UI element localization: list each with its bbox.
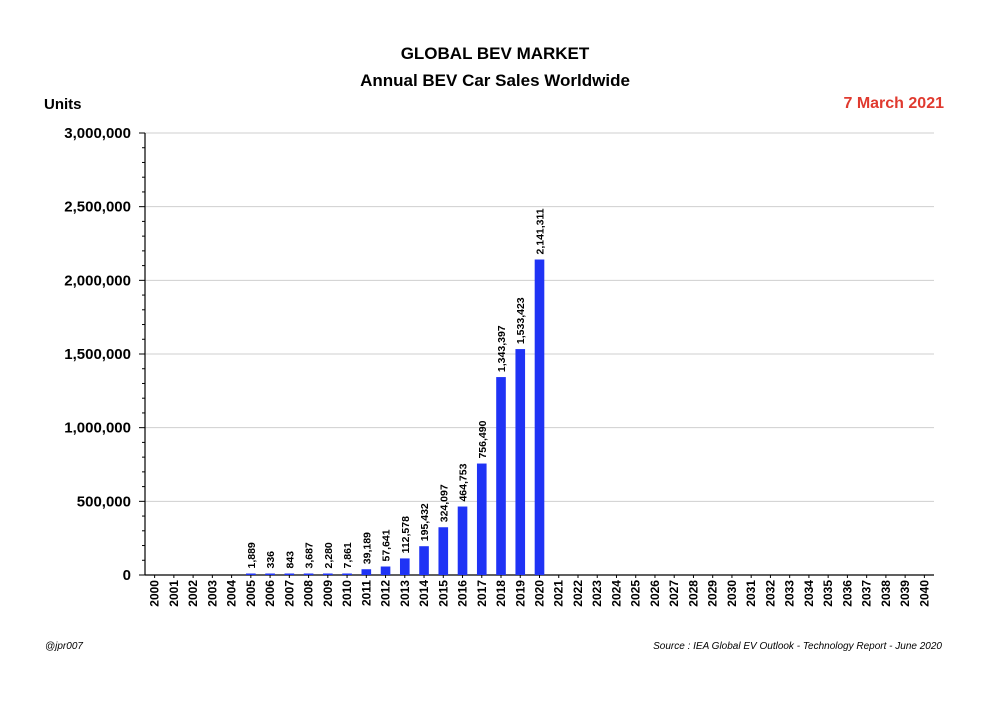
report-date: 7 March 2021 [843,95,944,112]
bar [476,463,487,575]
x-tick-label: 2021 [552,580,566,607]
data-label: 57,641 [381,529,393,561]
bar [303,573,314,575]
x-tick-label: 2002 [186,580,200,607]
x-tick-label: 2035 [821,580,835,607]
x-tick-label: 2027 [667,580,681,607]
data-label: 324,097 [438,484,450,522]
bar [246,573,256,575]
data-label: 1,343,397 [496,325,508,372]
x-tick-label: 2008 [302,580,316,607]
source-note: Source : IEA Global EV Outlook - Technol… [653,641,942,652]
x-tick-label: 2012 [379,580,393,607]
bar [496,377,506,575]
x-tick-label: 2033 [783,580,797,607]
x-tick-label: 2037 [860,580,874,607]
x-tick-label: 2026 [648,580,662,607]
data-label: 843 [284,551,296,569]
x-tick-label: 2011 [359,580,373,606]
bar [515,349,526,575]
x-tick-label: 2018 [494,580,508,607]
bar [265,573,275,575]
x-tick-label: 2007 [282,580,296,607]
x-tick-label: 2001 [167,580,181,607]
x-tick-label: 2025 [629,580,643,607]
y-tick-label: 2,000,000 [64,272,131,289]
x-tick-label: 2031 [744,580,758,607]
bar [457,506,468,575]
x-tick-label: 2010 [340,580,354,607]
x-tick-label: 2029 [706,580,720,607]
x-tick-label: 2038 [879,580,893,607]
x-tick-label: 2022 [571,580,585,607]
x-tick-label: 2013 [398,580,412,607]
bar [534,259,545,575]
chart-title: GLOBAL BEV MARKET [400,44,590,63]
x-tick-label: 2030 [725,580,739,607]
bar [380,566,391,575]
y-axis-label: Units [44,96,82,113]
x-tick-label: 2039 [898,580,912,607]
bar [342,573,352,575]
data-label: 3,687 [304,542,316,568]
data-label: 195,432 [419,503,431,541]
data-label: 336 [265,551,277,569]
x-tick-label: 2017 [475,580,489,607]
x-tick-label: 2023 [590,580,604,607]
bar [438,527,449,575]
x-tick-label: 2009 [321,580,335,607]
x-tick-label: 2034 [802,580,816,607]
bar [361,569,372,575]
x-tick-label: 2005 [244,580,258,607]
x-tick-label: 2032 [763,580,777,607]
data-label: 464,753 [458,463,470,501]
x-tick-label: 2004 [225,580,239,607]
x-tick-label: 2028 [686,580,700,607]
data-label: 756,490 [477,420,489,458]
data-label: 1,533,423 [515,297,527,344]
x-tick-label: 2024 [609,580,623,607]
x-tick-label: 2014 [417,580,431,607]
bar [399,558,410,575]
data-label: 2,280 [323,542,335,568]
x-tick-label: 2000 [148,580,162,607]
data-label: 7,861 [342,542,354,568]
y-tick-label: 1,500,000 [64,346,131,363]
data-label: 1,889 [246,542,258,568]
x-tick-label: 2040 [917,580,931,607]
data-label: 2,141,311 [535,208,547,254]
y-tick-label: 500,000 [77,493,131,510]
y-tick-label: 1,000,000 [64,420,131,437]
y-tick-label: 2,500,000 [64,199,131,216]
chart-subtitle: Annual BEV Car Sales Worldwide [360,71,630,90]
x-tick-label: 2036 [840,580,854,607]
x-tick-label: 2015 [436,580,450,607]
bar [419,546,429,575]
x-tick-label: 2019 [513,580,527,607]
y-tick-label: 3,000,000 [64,125,131,142]
x-tick-label: 2006 [263,580,277,607]
x-tick-label: 2016 [456,580,470,607]
x-tick-label: 2020 [533,580,547,607]
bar [323,573,333,575]
bar [284,573,295,575]
data-label: 39,189 [361,532,373,564]
data-label: 112,578 [400,516,412,554]
author-handle: @jpr007 [45,641,83,652]
y-tick-label: 0 [123,567,131,584]
x-tick-label: 2003 [205,580,219,607]
